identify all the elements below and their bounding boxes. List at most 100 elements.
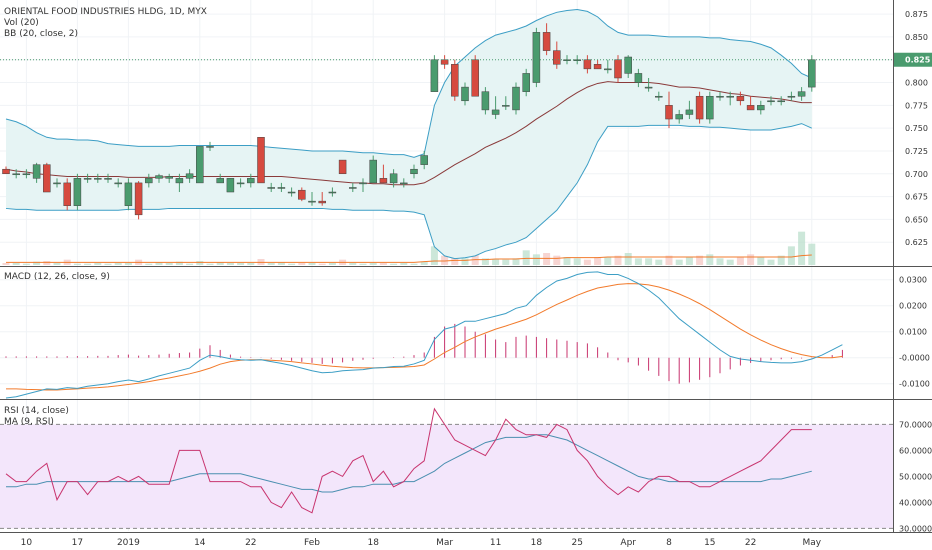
volume-bar	[73, 263, 81, 265]
volume-bar	[410, 263, 418, 265]
candle-body	[706, 95, 714, 120]
candle-body	[236, 182, 245, 185]
volume-bar	[471, 251, 479, 265]
volume-bar	[124, 263, 132, 265]
candle-body	[338, 159, 347, 175]
rsi-ma-legend[interactable]: MA (9, RSI)	[4, 417, 54, 427]
candle-body	[675, 114, 683, 120]
candle-body	[532, 32, 541, 83]
candle-body	[512, 86, 520, 111]
macd-tick-label: -0.0100	[899, 380, 930, 389]
y-tick-label: 0.650	[905, 215, 928, 224]
volume-ma-line	[6, 254, 812, 263]
rsi-tick-label: 40.0000	[899, 498, 932, 507]
volume-bar	[400, 263, 408, 265]
x-tick-label: 8	[666, 538, 672, 548]
candle-body	[614, 59, 622, 79]
candle-body	[655, 95, 663, 98]
volume-bar	[114, 263, 122, 265]
candle-body	[104, 178, 112, 180]
volume-bar	[685, 257, 693, 265]
volume-bar	[757, 257, 765, 265]
volume-bar	[624, 253, 632, 265]
volume-bar	[543, 253, 551, 265]
candle-body	[604, 68, 612, 71]
x-tick-label: 17	[72, 538, 83, 548]
candle-body	[12, 173, 20, 176]
candle-body	[73, 178, 82, 206]
y-tick-label: 0.750	[905, 124, 928, 133]
candle-body	[379, 178, 388, 184]
candle-body	[420, 155, 428, 165]
volume-bar	[502, 259, 510, 265]
x-tick-label: 10	[21, 538, 33, 548]
volume-bar	[277, 262, 285, 265]
candle-body	[726, 95, 734, 98]
candle-body	[461, 86, 469, 102]
volume-bar	[288, 263, 296, 265]
candle-body	[155, 175, 163, 179]
macd-legend[interactable]: MACD (12, 26, close, 9)	[4, 272, 110, 282]
candle-body	[593, 64, 602, 70]
candle-body	[665, 105, 673, 120]
candle-body	[624, 56, 632, 74]
volume-bar	[726, 259, 734, 265]
volume-bar	[481, 258, 489, 265]
volume-bar	[532, 254, 540, 265]
candle-body	[481, 91, 490, 111]
candle-body	[695, 95, 704, 120]
candle-body	[308, 200, 316, 203]
volume-bar	[145, 263, 153, 265]
candle-body	[267, 187, 275, 189]
candle-body	[736, 95, 745, 102]
y-tick-label: 0.875	[905, 10, 928, 19]
rsi-tick-label: 50.0000	[899, 472, 932, 481]
x-tick-label: 25	[571, 538, 582, 548]
candle-body	[777, 100, 785, 103]
candle-body	[165, 176, 173, 179]
candle-body	[634, 73, 643, 83]
volume-bar	[767, 259, 775, 265]
vol-legend[interactable]: Vol (20)	[4, 18, 39, 28]
candle-body	[716, 95, 724, 98]
y-tick-label: 0.625	[905, 238, 928, 247]
volume-bar	[22, 263, 30, 265]
candle-body	[553, 50, 561, 65]
volume-bar	[165, 263, 173, 265]
candle-body	[787, 95, 796, 98]
macd-pane[interactable]	[5, 271, 843, 399]
symbol-legend[interactable]: ORIENTAL FOOD INDUSTRIES HLDG, 1D, MYX	[4, 7, 207, 17]
y-tick-label: 0.675	[905, 193, 928, 202]
volume-bar	[226, 263, 234, 265]
volume-bar	[308, 263, 316, 265]
candle-body	[471, 59, 479, 97]
price-pane[interactable]	[0, 9, 893, 265]
y-tick-label: 0.725	[905, 147, 928, 156]
bb-fill	[6, 9, 812, 259]
candle-body	[522, 73, 530, 92]
volume-bar	[716, 258, 724, 265]
candle-body	[349, 187, 357, 189]
x-tick-label: 18	[531, 538, 543, 548]
candle-body	[287, 191, 296, 194]
macd-signal-line	[6, 283, 843, 391]
candle-body	[542, 32, 551, 51]
volume-bar	[614, 255, 622, 265]
volume-bar	[604, 257, 612, 265]
macd-line	[5, 271, 843, 399]
y-tick-label: 0.850	[905, 33, 928, 42]
candle-body	[410, 168, 418, 175]
volume-bar	[155, 262, 163, 265]
candle-body	[175, 178, 184, 184]
candle-body	[247, 178, 255, 184]
candle-body	[277, 187, 286, 189]
rsi-tick-label: 60.0000	[899, 446, 932, 455]
rsi-legend[interactable]: RSI (14, close)	[4, 406, 69, 416]
rsi-pane[interactable]	[0, 407, 893, 529]
volume-bar	[359, 263, 367, 265]
candle-body	[124, 182, 133, 206]
candle-body	[94, 178, 102, 180]
bb-legend[interactable]: BB (20, close, 2)	[4, 29, 78, 39]
volume-bar	[267, 263, 275, 265]
